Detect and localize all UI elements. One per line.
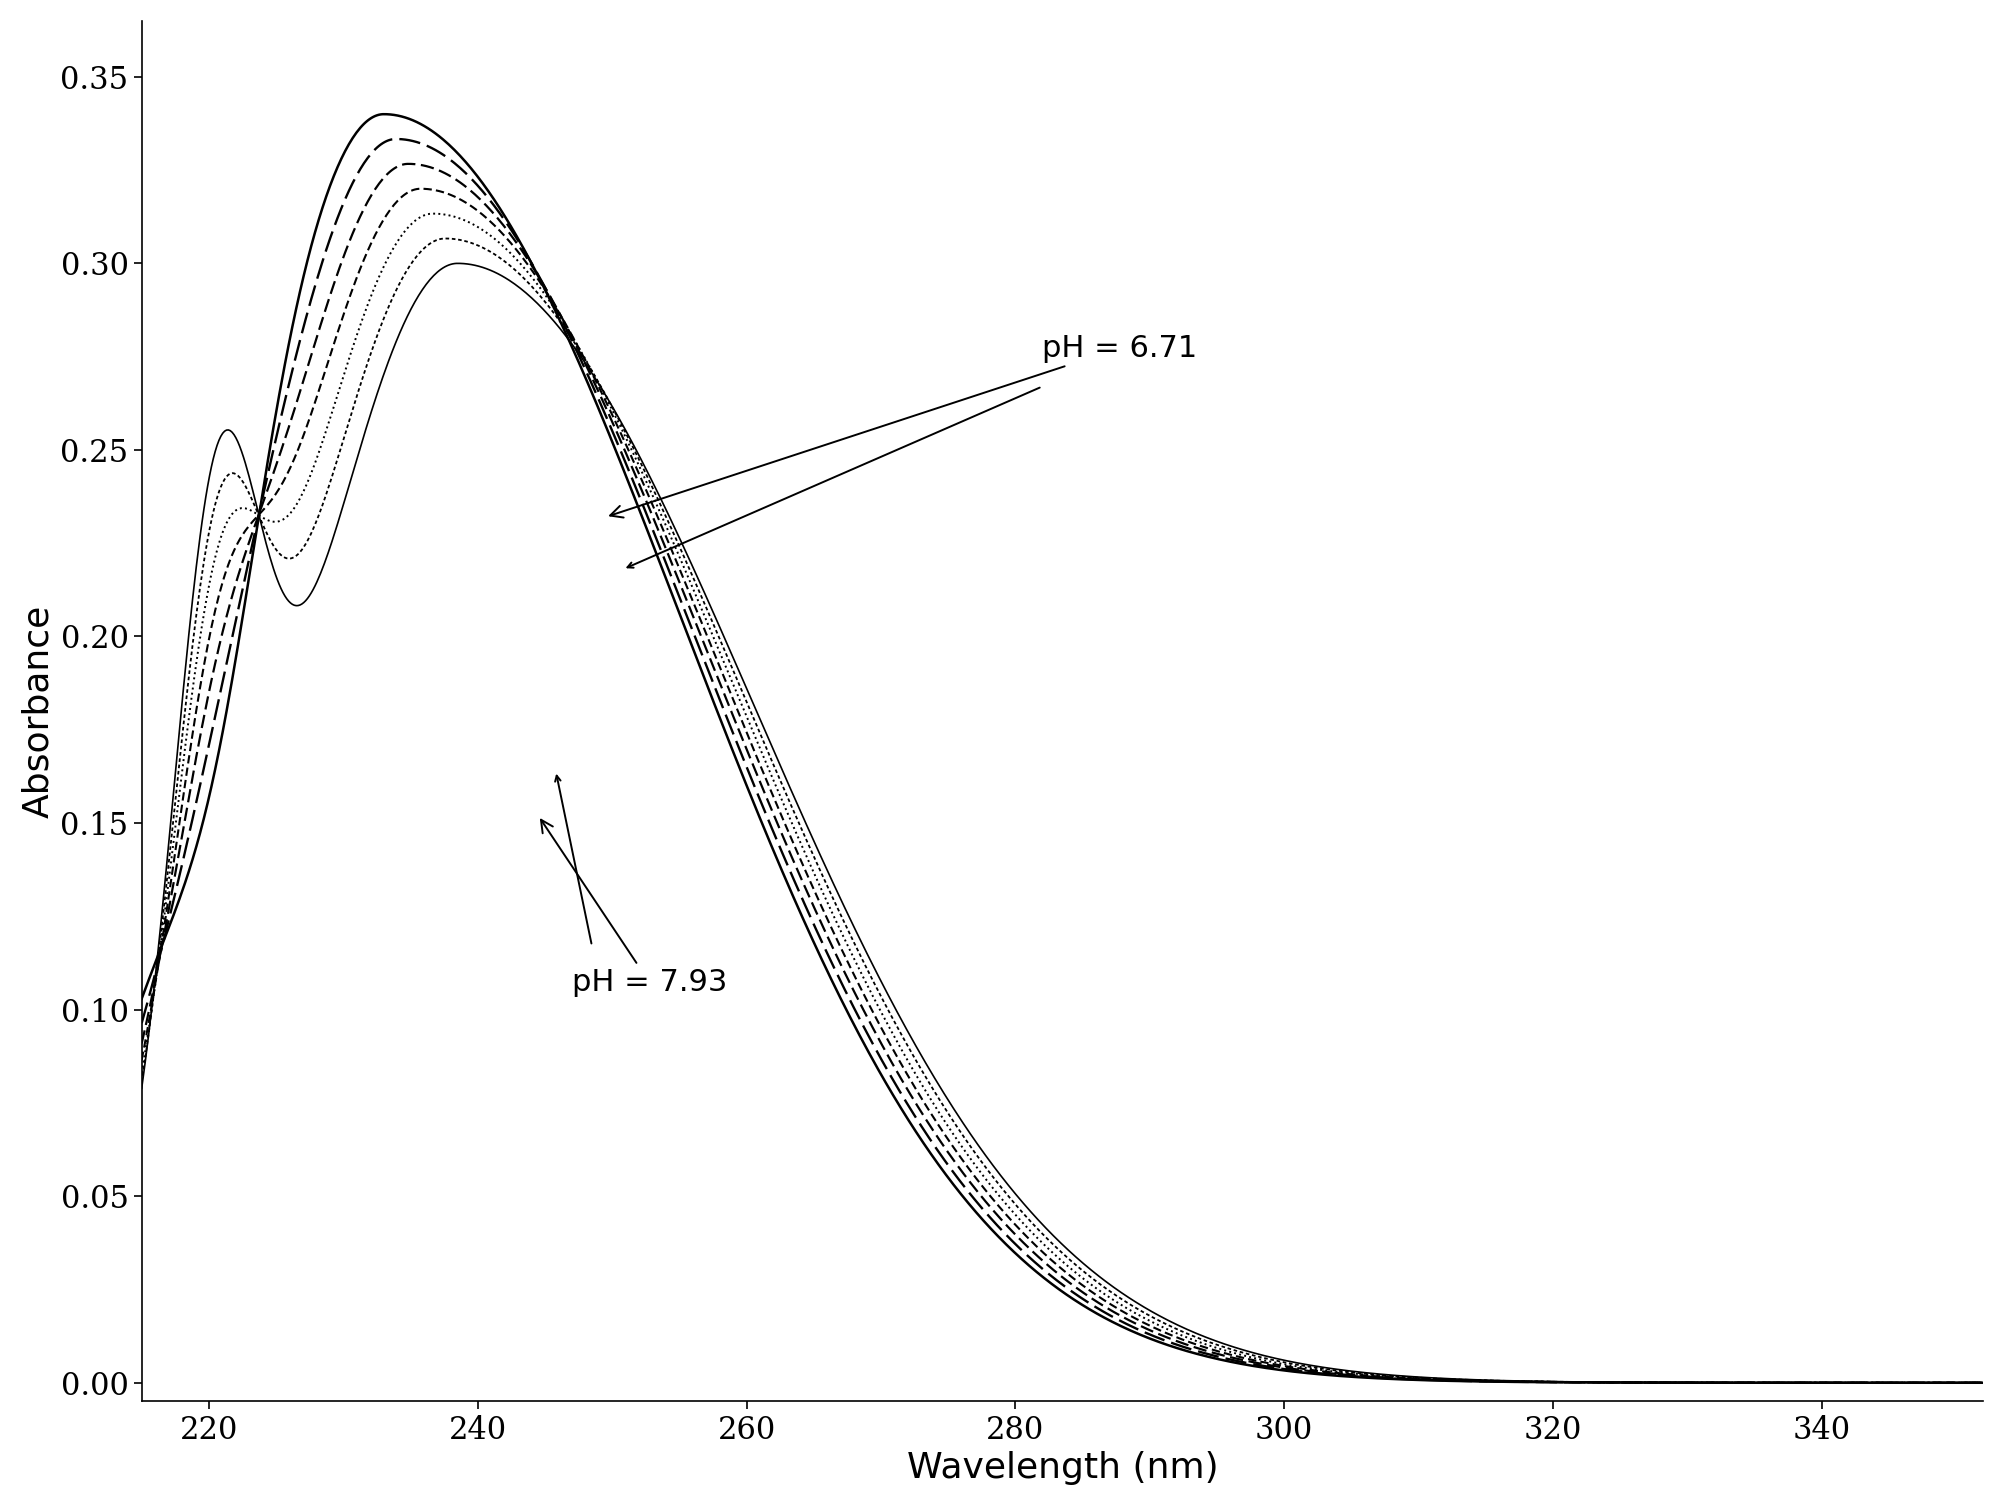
Y-axis label: Absorbance: Absorbance <box>20 604 54 818</box>
Text: pH = 7.93: pH = 7.93 <box>541 819 727 997</box>
X-axis label: Wavelength (nm): Wavelength (nm) <box>906 1452 1218 1485</box>
Text: pH = 6.71: pH = 6.71 <box>609 334 1198 518</box>
